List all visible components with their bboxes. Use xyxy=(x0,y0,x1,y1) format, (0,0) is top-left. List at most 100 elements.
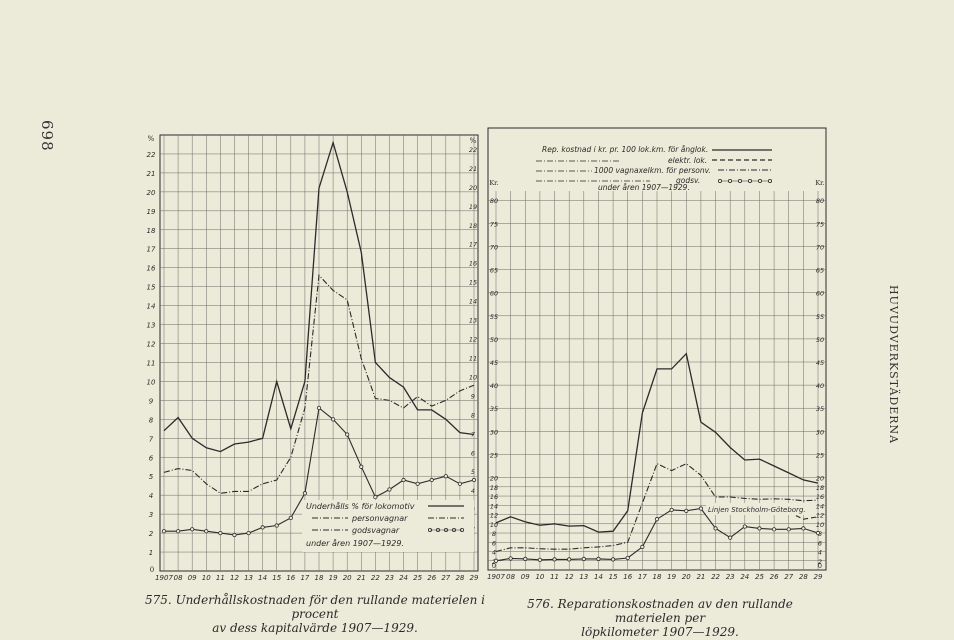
chart1-ytick-left-18: 19 xyxy=(147,208,156,216)
chart2-xtick-0: 1907 xyxy=(487,573,505,581)
chart1-ytick-right-14: 15 xyxy=(469,279,477,287)
chart1-series-2-point-11 xyxy=(316,405,322,411)
chart1-series-2-point-12 xyxy=(330,417,336,422)
chart1-ytick-right-20: 21 xyxy=(469,165,477,173)
chart1-ytick-right-11: 12 xyxy=(469,336,477,344)
chart1-xtick-6: 13 xyxy=(244,574,253,582)
chart1-xtick-20: 27 xyxy=(441,574,450,582)
chart1-xtick-11: 18 xyxy=(315,574,324,582)
chart2-series-2-point-16 xyxy=(728,535,733,540)
chart2-ytick-right-18: 65 xyxy=(816,267,824,275)
chart2-legend-item-1: 1000 vagnaxelkm. för personv. xyxy=(594,166,711,175)
chart2-ytick-right-15: 50 xyxy=(816,336,824,344)
chart1-ytick-left-5: 6 xyxy=(149,454,154,462)
caption-576: 576. Reparationskostnaden av den rulland… xyxy=(495,597,825,639)
chart2-legend-item-0: elektr. lok. xyxy=(668,156,707,165)
chart2-legend-swatch-3-3 xyxy=(748,178,753,183)
chart1-ytick-right-19: 20 xyxy=(469,184,477,192)
chart1-series-2-point-9 xyxy=(288,515,293,521)
chart2-xtick-11: 18 xyxy=(653,573,662,581)
chart2-ytick-left-16: 55 xyxy=(490,313,498,321)
chart1-legend-item-0: personvagnar xyxy=(351,514,408,523)
chart2-ytick-left-12: 35 xyxy=(490,405,498,413)
chart1-right-unit: % xyxy=(470,137,477,145)
chart2-xtick-15: 22 xyxy=(711,573,720,581)
chart2-ytick-right-7: 16 xyxy=(816,493,824,501)
chart2-series-2-point-1 xyxy=(508,556,513,561)
chart2-ytick-left-1: 4 xyxy=(492,549,496,557)
chart2-ytick-left-14: 45 xyxy=(490,359,498,367)
chart2-ytick-left-7: 16 xyxy=(490,493,498,501)
chart1-series-2-point-3 xyxy=(204,529,209,534)
chart2-series-2-point-19 xyxy=(771,527,777,532)
chart2-xtick-10: 17 xyxy=(638,573,647,581)
chart2-series-2-point-14 xyxy=(698,506,704,511)
chart2-ytick-left-20: 75 xyxy=(490,220,498,228)
chart2-ytick-right-4: 10 xyxy=(816,521,824,529)
chart2-legend-title: Rep. kostnad i kr. pr. 100 lok.km. för å… xyxy=(542,145,708,154)
chart2-legend-item-2: godsv. xyxy=(676,176,700,185)
chart1-series-2-point-4 xyxy=(218,530,223,536)
chart1-ytick-left-14: 15 xyxy=(147,284,156,292)
chart2-ytick-left-18: 65 xyxy=(490,267,498,275)
caption-576-line2: löpkilometer 1907—1929. xyxy=(581,625,739,639)
chart1-xtick-4: 11 xyxy=(216,574,225,582)
chart1-ytick-left-8: 9 xyxy=(149,397,154,405)
chart1-ytick-left-10: 11 xyxy=(147,359,156,367)
chart2-series-2-point-11 xyxy=(654,517,660,522)
chart1-xtick-0: 1907 xyxy=(155,574,173,582)
chart1-series-0-line xyxy=(163,140,475,453)
chart1-ytick-left-0: 1 xyxy=(149,549,153,557)
chart1-ytick-right-10: 11 xyxy=(469,354,477,362)
chart1-series-2-point-5 xyxy=(232,532,237,538)
chart1-xtick-19: 26 xyxy=(427,574,436,582)
chart2-ytick-right-2: 6 xyxy=(818,539,822,547)
chart1-series-2-point-8 xyxy=(274,523,279,528)
chart2-ytick-right-12: 35 xyxy=(816,405,824,413)
chart2-xtick-6: 13 xyxy=(579,573,588,581)
chart2-legend-swatch-3-4 xyxy=(758,178,763,183)
chart2-ytick-left-10: 25 xyxy=(490,451,498,459)
chart1-xtick-15: 22 xyxy=(371,574,380,582)
chart2-xtick-21: 28 xyxy=(799,573,808,581)
chart1-xtick-16: 23 xyxy=(385,574,394,582)
chart1-series-2-point-20 xyxy=(443,474,448,479)
chart2-xtick-3: 10 xyxy=(535,573,544,581)
chart2-series-2-point-9 xyxy=(625,555,630,561)
chart2-legend-swatch-3-5 xyxy=(768,178,773,183)
chart1-ytick-right-4: 5 xyxy=(471,468,475,476)
chart2-series-2-point-6 xyxy=(581,556,586,562)
chart2-series-2-point-7 xyxy=(596,556,601,562)
chart1-ytick-zero: 0 xyxy=(150,566,154,574)
chart2-xtick-1: 08 xyxy=(506,573,515,581)
chart2-xtick-9: 16 xyxy=(623,573,632,581)
chart2-right-unit: Kr. xyxy=(815,179,824,187)
chart1-ytick-left-12: 13 xyxy=(147,322,156,330)
chart2-ytick-right-3: 8 xyxy=(818,530,822,538)
chart2-series-2-point-15 xyxy=(713,526,718,531)
chart2-left-unit: Kr. xyxy=(489,179,498,187)
chart1-xtick-9: 16 xyxy=(286,574,295,582)
chart2-legend-swatch-3-0 xyxy=(718,178,723,183)
chart2-series-2-point-22 xyxy=(815,530,821,536)
chart1-ytick-left-19: 20 xyxy=(147,189,156,197)
chart2-series-3-line xyxy=(788,511,819,520)
chart2-series-2-point-8 xyxy=(610,557,616,562)
caption-575-line2: av dess kapitalvärde 1907—1929. xyxy=(212,621,418,635)
chart2-xtick-8: 15 xyxy=(609,573,618,581)
chart2-ytick-right-17: 60 xyxy=(816,290,824,298)
chart1-series-2-point-16 xyxy=(387,487,392,492)
chart2-xtick-17: 24 xyxy=(740,573,749,581)
chart2-xtick-12: 19 xyxy=(667,573,676,581)
chart1-ytick-left-7: 8 xyxy=(149,416,154,424)
chart2-xtick-22: 29 xyxy=(814,573,823,581)
chart1-ytick-left-4: 5 xyxy=(149,473,154,481)
chart2-annotation-bg xyxy=(706,503,816,515)
chart2-ytick-right-19: 70 xyxy=(816,243,824,251)
chart1-xtick-3: 10 xyxy=(202,574,211,582)
chart2-ytick-right-13: 40 xyxy=(816,382,824,390)
chart1-xtick-10: 17 xyxy=(300,574,309,582)
chart2-ytick-left-19: 70 xyxy=(490,243,498,251)
chart2-ytick-zero-left: 0 xyxy=(492,562,496,570)
chart1-series-2-point-15 xyxy=(373,494,378,500)
